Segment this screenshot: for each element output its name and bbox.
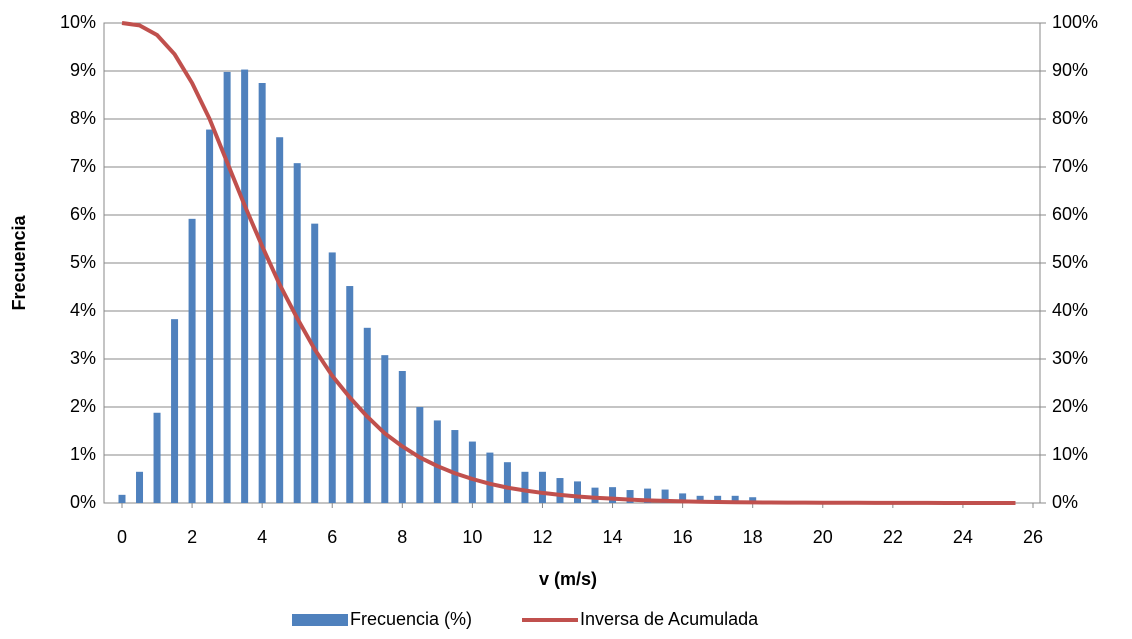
legend-label: Frecuencia (%)	[350, 609, 472, 629]
y-tick-label: 5%	[70, 252, 96, 272]
x-tick-label: 24	[953, 527, 973, 547]
y-tick-label: 4%	[70, 300, 96, 320]
y2-tick-label: 60%	[1052, 204, 1088, 224]
bar	[503, 462, 511, 503]
y2-tick-label: 100%	[1052, 12, 1098, 32]
bar	[626, 490, 634, 503]
x-tick-label: 22	[883, 527, 903, 547]
x-tick-label: 20	[813, 527, 833, 547]
bar	[433, 420, 441, 503]
x-tick-label: 12	[532, 527, 552, 547]
legend-swatch	[292, 614, 348, 626]
x-tick-label: 14	[603, 527, 623, 547]
y-tick-label: 8%	[70, 108, 96, 128]
y2-tick-label: 0%	[1052, 492, 1078, 512]
bar	[679, 493, 687, 503]
bar	[451, 430, 459, 503]
bar	[311, 223, 319, 503]
bar	[381, 355, 389, 503]
bar	[171, 319, 179, 503]
bar	[696, 495, 704, 503]
y2-tick-label: 40%	[1052, 300, 1088, 320]
bar	[644, 488, 652, 503]
bar	[521, 471, 529, 503]
bar	[609, 487, 617, 503]
bar	[538, 471, 546, 503]
bar	[714, 495, 722, 503]
y2-tick-label: 70%	[1052, 156, 1088, 176]
bar	[661, 489, 669, 503]
y-axis-title: Frecuencia	[9, 214, 29, 310]
x-axis-title: v (m/s)	[539, 569, 597, 589]
x-tick-label: 4	[257, 527, 267, 547]
y-tick-label: 3%	[70, 348, 96, 368]
bar	[591, 487, 599, 503]
y-tick-label: 1%	[70, 444, 96, 464]
bar	[556, 478, 564, 503]
y2-tick-label: 10%	[1052, 444, 1088, 464]
y2-tick-label: 50%	[1052, 252, 1088, 272]
bar	[731, 495, 739, 503]
y-tick-label: 0%	[70, 492, 96, 512]
bar	[486, 452, 494, 503]
y2-tick-label: 20%	[1052, 396, 1088, 416]
bar	[574, 481, 581, 503]
bar	[188, 218, 196, 503]
y-tick-label: 2%	[70, 396, 96, 416]
bar	[206, 129, 214, 503]
y2-tick-label: 30%	[1052, 348, 1088, 368]
x-tick-label: 2	[187, 527, 197, 547]
bar	[293, 163, 301, 503]
legend-label: Inversa de Acumulada	[580, 609, 759, 629]
bar	[416, 407, 424, 503]
bar	[749, 497, 757, 503]
bar	[258, 83, 266, 503]
line	[121, 21, 1016, 505]
bar	[136, 471, 144, 503]
bar	[241, 69, 249, 503]
x-tick-label: 16	[673, 527, 693, 547]
bar	[118, 494, 126, 503]
y-tick-label: 7%	[70, 156, 96, 176]
x-tick-label: 6	[327, 527, 337, 547]
y-tick-label: 9%	[70, 60, 96, 80]
bar	[276, 137, 284, 504]
y2-tick-label: 90%	[1052, 60, 1088, 80]
y-tick-label: 6%	[70, 204, 96, 224]
x-tick-label: 18	[743, 527, 763, 547]
x-tick-label: 10	[462, 527, 482, 547]
y-tick-label: 10%	[60, 12, 96, 32]
bar	[153, 412, 161, 503]
bar	[223, 71, 231, 504]
bar	[398, 371, 406, 503]
bar	[468, 441, 476, 503]
x-tick-label: 26	[1023, 527, 1043, 547]
y2-tick-label: 80%	[1052, 108, 1088, 128]
x-tick-label: 8	[397, 527, 407, 547]
x-tick-label: 0	[117, 527, 127, 547]
